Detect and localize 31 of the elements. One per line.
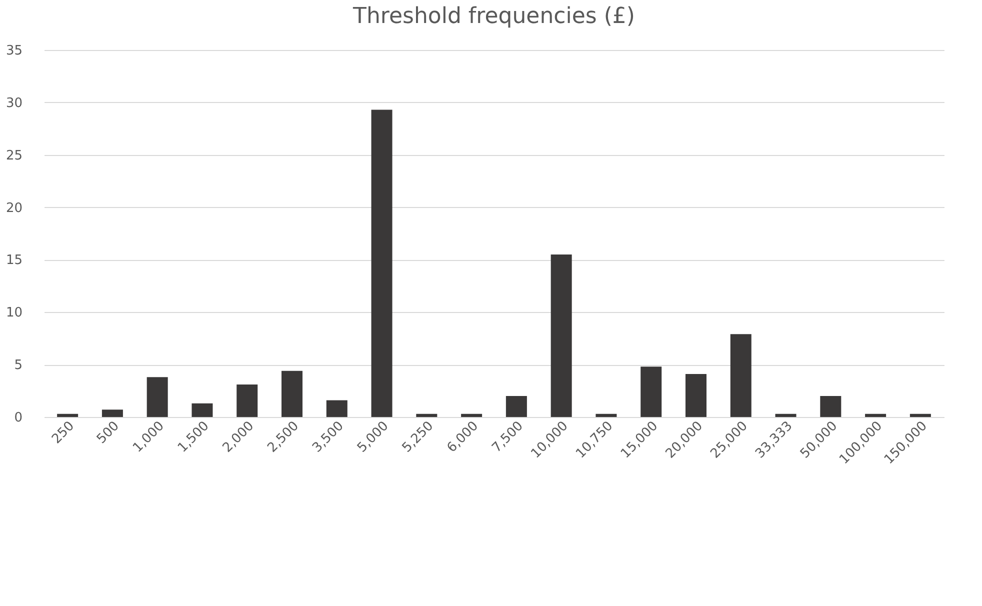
chart-title: Threshold frequencies (£) bbox=[352, 4, 636, 29]
y-tick-label: 20 bbox=[6, 200, 22, 216]
x-tick-label: 500 bbox=[94, 418, 122, 447]
y-tick-label: 15 bbox=[6, 253, 22, 268]
bar bbox=[146, 377, 168, 417]
y-tick-label: 0 bbox=[14, 410, 22, 426]
bar bbox=[865, 414, 886, 417]
bar bbox=[820, 396, 842, 417]
bar bbox=[640, 366, 662, 417]
bar bbox=[102, 410, 123, 417]
bar bbox=[550, 254, 572, 417]
y-tick-label: 35 bbox=[6, 44, 22, 58]
y-tick-label: 10 bbox=[6, 306, 22, 321]
bar bbox=[730, 334, 752, 417]
bar bbox=[282, 370, 303, 417]
bar bbox=[596, 414, 617, 417]
x-tick-label: 250 bbox=[49, 418, 78, 447]
bar bbox=[416, 414, 438, 417]
bar bbox=[461, 414, 482, 417]
bar bbox=[57, 414, 78, 417]
y-tick-label: 25 bbox=[6, 148, 22, 164]
bar bbox=[506, 396, 527, 417]
bar bbox=[910, 414, 931, 417]
bar bbox=[371, 110, 392, 417]
bar bbox=[775, 414, 796, 417]
bar bbox=[326, 400, 348, 417]
bar bbox=[236, 384, 258, 417]
y-tick-label: 5 bbox=[14, 358, 22, 374]
bar bbox=[192, 403, 213, 417]
bar bbox=[685, 374, 706, 417]
y-tick-label: 30 bbox=[6, 96, 22, 111]
